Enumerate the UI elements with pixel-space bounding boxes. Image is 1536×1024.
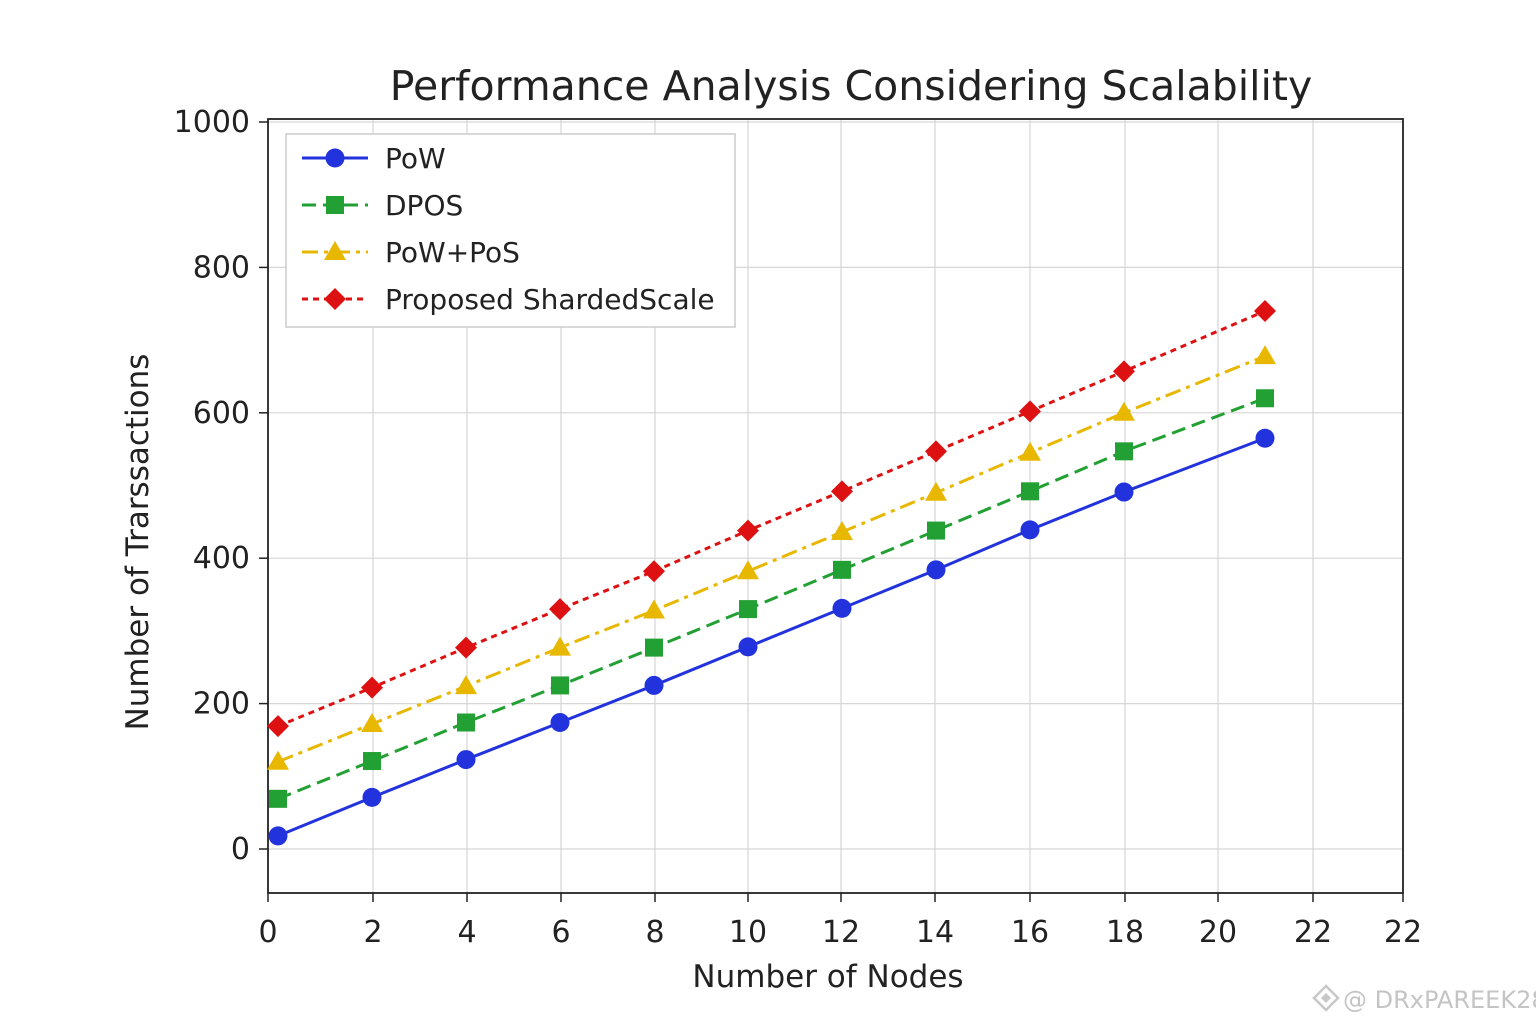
data-point <box>1114 482 1134 502</box>
data-point <box>1113 360 1135 383</box>
legend-item: DPOS <box>302 189 463 222</box>
legend-label: PoW+PoS <box>385 236 520 269</box>
x-tick-label: 8 <box>645 915 664 950</box>
data-point <box>1019 400 1041 423</box>
data-point <box>833 560 851 579</box>
legend-marker <box>326 196 344 214</box>
x-axis-label: Number of Nodes <box>692 959 963 995</box>
data-point <box>362 787 382 807</box>
x-tick-label: 0 <box>258 915 277 950</box>
data-point <box>1020 520 1040 540</box>
series-pow-pos <box>267 345 1276 770</box>
x-tick-label: 22 <box>1384 915 1422 950</box>
data-point <box>550 713 570 733</box>
data-point <box>267 715 289 738</box>
x-tick-label: 12 <box>822 915 860 950</box>
axis-ticks: 0 2 4 6 8 10 12 14 16 18 20 22 22 0 200 400 600 800 1000 <box>174 105 1422 950</box>
data-point <box>455 675 477 695</box>
y-tick-label: 800 <box>193 250 250 285</box>
data-point <box>1019 441 1041 461</box>
y-tick-label: 200 <box>193 687 250 722</box>
legend-item: PoW <box>302 142 446 175</box>
data-point <box>831 480 853 503</box>
x-tick-label: 22 <box>1294 915 1332 950</box>
y-tick-label: 600 <box>193 396 250 431</box>
plot-area-border <box>267 118 1404 894</box>
data-point <box>456 750 476 770</box>
y-tick-label: 1000 <box>174 105 250 140</box>
legend-marker <box>325 148 345 168</box>
x-tick-label: 10 <box>729 915 767 950</box>
data-point <box>1254 345 1276 365</box>
x-tick-label: 20 <box>1199 915 1237 950</box>
data-point <box>832 598 852 618</box>
data-point <box>925 481 947 501</box>
legend-item: Proposed ShardedScale <box>302 283 715 316</box>
watermark: @ DRxPAREEK28 <box>1312 984 1536 1014</box>
data-point <box>737 560 759 580</box>
data-point <box>643 560 665 583</box>
x-tick-label: 2 <box>363 915 382 950</box>
x-tick-label: 4 <box>457 915 476 950</box>
data-point <box>1256 389 1274 408</box>
y-tick-label: 0 <box>231 832 250 867</box>
y-axis-label: Number of Trarssactions <box>120 354 156 731</box>
data-point <box>926 560 946 580</box>
data-point <box>645 638 663 657</box>
data-point <box>455 636 477 659</box>
x-tick-label: 6 <box>551 915 570 950</box>
data-point <box>549 598 571 621</box>
data-point <box>551 676 569 695</box>
legend-label: DPOS <box>385 189 463 222</box>
data-point <box>831 521 853 541</box>
data-point <box>737 519 759 542</box>
data-point <box>738 637 758 657</box>
data-point <box>457 713 475 732</box>
plot-frame <box>267 118 1404 894</box>
legend-label: Proposed ShardedScale <box>385 283 715 316</box>
data-point <box>1021 482 1039 501</box>
x-tick-label: 14 <box>916 915 954 950</box>
watermark-logo-icon <box>1312 984 1340 1012</box>
data-point <box>268 826 288 846</box>
series-layer <box>267 300 1276 846</box>
data-point <box>644 675 664 695</box>
data-point <box>267 750 289 770</box>
chart-title: Performance Analysis Considering Scalabi… <box>390 62 1313 110</box>
series-line <box>277 354 1266 764</box>
data-point <box>739 600 757 619</box>
data-point <box>1115 442 1133 461</box>
series-proposed-shardedscale <box>267 300 1276 738</box>
x-tick-label: 18 <box>1106 915 1144 950</box>
legend-item: PoW+PoS <box>302 236 520 269</box>
data-point <box>1113 401 1135 421</box>
data-point <box>643 599 665 619</box>
data-point <box>363 752 381 771</box>
series-pow <box>268 428 1275 846</box>
data-point <box>1254 300 1276 323</box>
legend-marker <box>324 288 346 310</box>
data-point <box>927 521 945 540</box>
y-tick-label: 400 <box>193 541 250 576</box>
legend: PoW DPOS PoW+PoS Proposed ShardedScale <box>285 133 736 328</box>
data-point <box>361 712 383 732</box>
data-point <box>361 676 383 699</box>
watermark-text: @ DRxPAREEK28 <box>1343 986 1536 1014</box>
series-dpos <box>269 389 1274 808</box>
x-tick-label: 16 <box>1011 915 1049 950</box>
legend-marker <box>324 241 346 260</box>
data-point <box>925 440 947 463</box>
legend-label: PoW <box>385 142 446 175</box>
data-point <box>269 789 287 808</box>
data-point <box>1255 428 1275 448</box>
data-point <box>549 636 571 656</box>
legend-box <box>285 133 736 328</box>
grid <box>268 119 1403 893</box>
